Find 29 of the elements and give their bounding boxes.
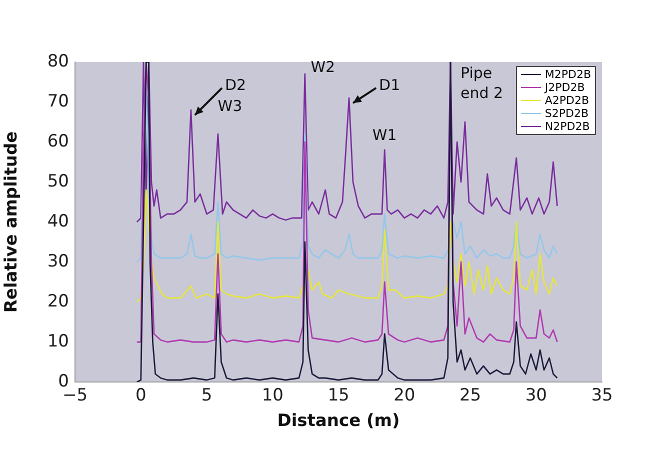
legend-label: S2PD2B (544, 107, 588, 120)
annotation: D1 (379, 76, 400, 94)
x-tick-label: 10 (262, 386, 284, 406)
x-tick-label: 20 (394, 386, 416, 406)
y-tick-label: 60 (47, 131, 69, 152)
x-tick-label: 0 (135, 386, 146, 406)
legend-label: A2PD2B (544, 94, 590, 107)
x-axis-title: Distance (m) (277, 411, 400, 432)
y-tick-label: 40 (47, 211, 69, 232)
x-tick-label: 35 (591, 386, 613, 406)
x-tick-label: 30 (525, 386, 547, 406)
y-axis-title: Relative amplitude (2, 131, 22, 313)
x-tick-label: 25 (459, 386, 482, 406)
y-tick-label: 50 (47, 171, 69, 192)
legend-label: J2PD2B (544, 81, 585, 94)
annotation: W3 (218, 96, 242, 115)
x-tick-label: 5 (201, 386, 212, 406)
y-tick-label: 80 (47, 51, 69, 72)
y-tick-label: 70 (47, 91, 69, 112)
legend-label: M2PD2B (544, 68, 591, 81)
x-tick-label: 15 (328, 386, 350, 406)
annotation: Pipe end 2 (460, 64, 504, 102)
annotation: W1 (372, 126, 397, 144)
annotation: D2 (224, 76, 246, 94)
annotation: W2 (310, 58, 336, 76)
y-tick-label: 10 (47, 331, 69, 352)
legend-label: N2PD2B (544, 120, 590, 133)
y-tick-label: 30 (47, 251, 69, 272)
y-tick-label: 20 (47, 291, 69, 312)
